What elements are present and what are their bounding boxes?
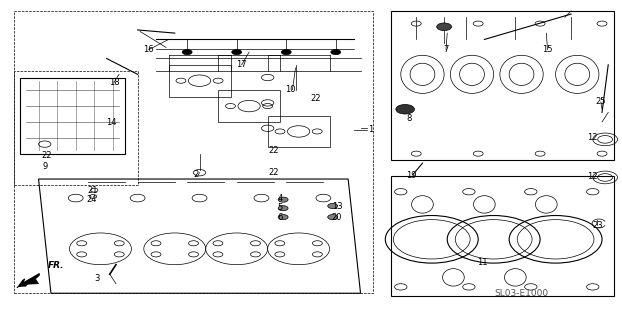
Circle shape — [182, 50, 192, 55]
Circle shape — [396, 105, 414, 114]
Text: 22: 22 — [311, 94, 321, 103]
Text: 25: 25 — [595, 98, 606, 107]
Circle shape — [232, 50, 242, 55]
Text: 22: 22 — [269, 168, 279, 177]
Text: 4: 4 — [277, 194, 282, 203]
Circle shape — [437, 23, 452, 31]
Circle shape — [328, 215, 338, 220]
Text: 22: 22 — [41, 151, 52, 160]
Circle shape — [278, 197, 288, 202]
Text: 20: 20 — [332, 213, 342, 222]
Circle shape — [278, 206, 288, 211]
Circle shape — [281, 50, 291, 55]
Text: 6: 6 — [277, 212, 283, 222]
Text: 2: 2 — [194, 171, 199, 180]
Text: 18: 18 — [109, 78, 119, 87]
Text: 12: 12 — [588, 133, 598, 142]
Text: 24: 24 — [86, 195, 96, 204]
Text: 7: 7 — [443, 45, 448, 54]
Text: 9: 9 — [42, 163, 47, 172]
Text: 23: 23 — [592, 220, 603, 229]
Text: 15: 15 — [542, 45, 553, 54]
Polygon shape — [17, 275, 40, 288]
Circle shape — [331, 50, 341, 55]
Text: 8: 8 — [406, 114, 412, 123]
Text: 19: 19 — [406, 172, 417, 180]
Text: 13: 13 — [332, 202, 342, 211]
Text: 21: 21 — [88, 186, 98, 195]
Text: 11: 11 — [476, 258, 487, 267]
Circle shape — [328, 204, 338, 209]
Text: 17: 17 — [236, 60, 247, 69]
Text: 5: 5 — [277, 203, 282, 212]
Text: 1: 1 — [368, 125, 374, 134]
Text: 22: 22 — [269, 146, 279, 155]
Text: 3: 3 — [95, 274, 100, 283]
Text: 14: 14 — [106, 118, 117, 127]
Text: 10: 10 — [285, 85, 295, 94]
Text: 16: 16 — [144, 45, 154, 54]
Text: SL03-E1000: SL03-E1000 — [494, 289, 549, 298]
Text: 12: 12 — [588, 172, 598, 181]
Text: FR.: FR. — [48, 261, 64, 270]
Circle shape — [278, 215, 288, 220]
